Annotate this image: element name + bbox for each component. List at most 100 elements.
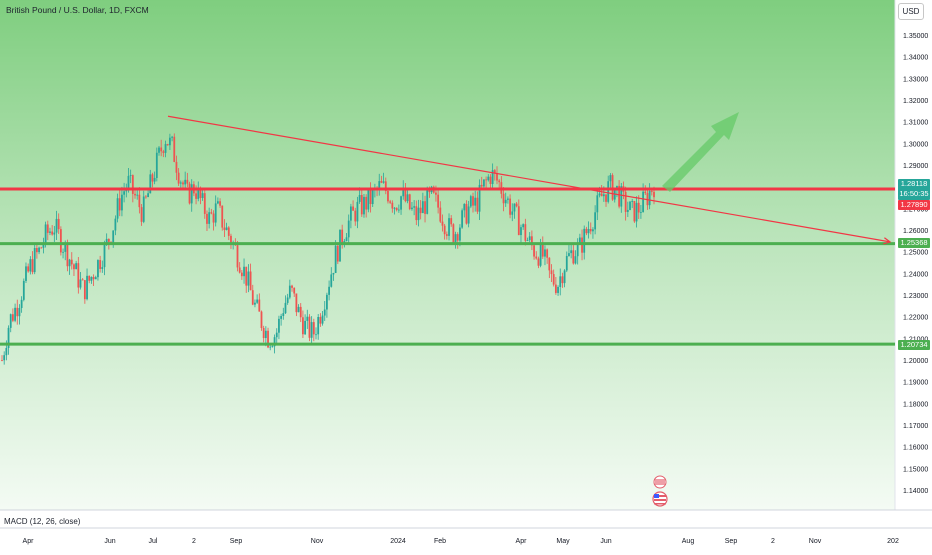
candle-body (44, 224, 47, 244)
candle-body (459, 227, 461, 241)
candle-body (358, 195, 361, 202)
candle-body (463, 203, 466, 211)
x-tick-label: Jun (104, 538, 115, 545)
candle-body (406, 194, 409, 202)
candle-body (587, 228, 590, 234)
y-tick-label: 1.23000 (903, 293, 928, 300)
candle-body (118, 198, 121, 211)
candle-body (633, 201, 636, 222)
candle-body (404, 188, 407, 202)
candle-body (411, 207, 413, 210)
currency-button[interactable]: USD (898, 3, 924, 20)
candle-body (166, 144, 169, 146)
candle-body (77, 263, 80, 288)
candle-body (278, 318, 280, 333)
candle-body (419, 207, 422, 214)
candle-body (352, 206, 354, 211)
x-tick-label: Sep (725, 538, 738, 545)
x-tick-label: 2 (771, 538, 775, 545)
candle-body (227, 227, 230, 236)
candle-body (308, 316, 311, 338)
candle-body (530, 236, 533, 246)
candle-body (439, 207, 442, 222)
candle-body (145, 196, 147, 198)
candle-body (101, 267, 104, 269)
y-tick-label: 1.22000 (903, 315, 928, 322)
candle-body (640, 212, 642, 213)
candle-body (175, 161, 178, 173)
candle-body (173, 136, 176, 162)
flag-us-icon[interactable] (652, 491, 668, 507)
candle-body (502, 193, 505, 204)
candle-body (169, 137, 171, 146)
candle-body (550, 270, 553, 275)
candle-body (42, 243, 45, 248)
candle-body (162, 151, 165, 153)
candle-body (188, 183, 191, 204)
candle-body (533, 245, 535, 257)
x-tick-label: Aug (682, 538, 695, 545)
candle-body (408, 194, 411, 210)
candle-body (142, 196, 145, 222)
candle-body (321, 315, 324, 324)
candle-body (306, 316, 309, 321)
candle-body (618, 185, 621, 207)
candle-body (103, 243, 106, 268)
candle-body (138, 194, 141, 208)
y-tick-label: 1.29000 (903, 163, 928, 170)
candle-body (127, 175, 130, 188)
flag-gb-icon[interactable] (653, 475, 667, 489)
y-tick-label: 1.26000 (903, 228, 928, 235)
candle-body (371, 190, 374, 205)
candle-body (528, 236, 531, 241)
candle-body (55, 218, 58, 233)
candle-body (155, 152, 158, 178)
x-tick-label: 2 (192, 538, 196, 545)
candle-body (609, 175, 612, 182)
candle-body (600, 193, 603, 197)
candle-body (465, 203, 468, 224)
candle-body (341, 229, 344, 244)
macd-indicator-label[interactable]: MACD (12, 26, close) (4, 517, 81, 526)
candle-body (284, 302, 287, 314)
candle-body (83, 280, 86, 300)
candle-body (214, 203, 217, 223)
candle-body (249, 271, 252, 291)
candle-body (417, 207, 420, 221)
candle-body (254, 302, 256, 305)
candle-body (280, 315, 283, 319)
y-tick-label: 1.19000 (903, 380, 928, 387)
candle-body (452, 224, 455, 244)
candle-body (304, 320, 307, 335)
candle-body (186, 179, 189, 184)
candle-body (199, 187, 202, 199)
candle-body (504, 199, 507, 204)
candle-body (493, 170, 496, 174)
candle-body (275, 332, 278, 338)
candle-body (79, 279, 82, 288)
candle-body (7, 327, 10, 349)
candle-body (478, 184, 481, 212)
candle-body (16, 307, 19, 317)
candle-body (605, 194, 607, 202)
candle-body (332, 272, 335, 275)
candle-body (33, 248, 36, 273)
candle-body (88, 275, 91, 281)
candle-body (240, 272, 243, 277)
candle-body (323, 309, 326, 316)
candle-body (295, 293, 298, 313)
candles-group (1, 133, 655, 365)
candle-body (59, 229, 62, 253)
candle-body (51, 231, 54, 235)
candle-body (269, 346, 272, 348)
candle-body (387, 190, 389, 202)
candle-body (400, 196, 402, 210)
candle-body (474, 197, 477, 206)
candle-body (509, 198, 511, 215)
candle-body (134, 193, 136, 196)
y-tick-label: 1.32000 (903, 98, 928, 105)
candle-body (149, 174, 152, 194)
candle-body (565, 255, 568, 271)
